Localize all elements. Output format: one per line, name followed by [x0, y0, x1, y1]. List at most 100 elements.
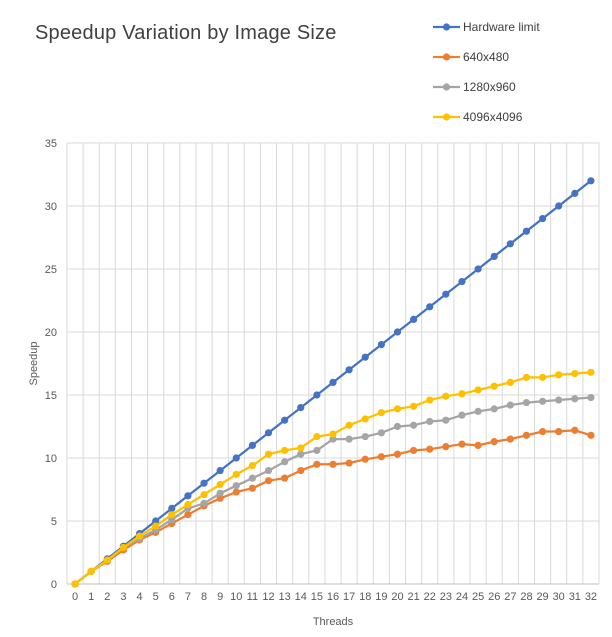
y-tick-label: 25	[45, 264, 57, 276]
x-tick-label: 27	[504, 591, 516, 603]
x-tick-label: 24	[456, 591, 468, 603]
data-point	[184, 501, 192, 509]
x-tick-label: 16	[327, 591, 339, 603]
data-point	[184, 492, 192, 500]
data-point	[168, 504, 176, 512]
data-point	[506, 435, 514, 443]
data-point	[200, 490, 208, 499]
data-point	[490, 405, 498, 413]
x-tick-label: 1	[88, 591, 94, 603]
data-point	[538, 397, 547, 405]
x-tick-label: 29	[536, 591, 548, 603]
data-point	[587, 393, 595, 402]
data-point	[458, 440, 466, 448]
x-tick-label: 11	[247, 591, 258, 603]
data-point	[248, 461, 256, 470]
data-point	[297, 450, 305, 458]
data-point	[264, 429, 273, 437]
data-point	[103, 556, 111, 564]
data-point	[313, 432, 321, 441]
data-point	[361, 415, 369, 423]
x-tick-label: 6	[169, 591, 175, 603]
x-tick-label: 4	[136, 591, 142, 603]
x-tick-label: 15	[311, 591, 323, 603]
chart-title: Speedup Variation by Image Size	[35, 22, 337, 44]
data-point	[458, 390, 466, 398]
data-point	[587, 177, 595, 185]
legend-label: 1280x960	[463, 80, 516, 94]
data-point	[393, 405, 402, 413]
data-point	[522, 398, 531, 407]
data-point	[345, 459, 353, 467]
y-tick-label: 15	[45, 390, 57, 402]
series-line	[74, 396, 591, 585]
data-point	[426, 417, 434, 426]
data-point	[393, 450, 402, 458]
data-point	[216, 480, 224, 489]
series-4096x4096	[71, 368, 595, 588]
data-point	[281, 458, 289, 466]
data-point	[345, 366, 353, 374]
data-point	[410, 402, 418, 410]
data-point	[313, 460, 321, 468]
x-tick-label: 0	[72, 591, 78, 603]
data-point	[587, 431, 595, 439]
x-tick-label: 25	[472, 591, 484, 603]
data-point	[555, 396, 563, 404]
data-point	[152, 517, 160, 525]
data-point	[264, 477, 273, 485]
series-hardware-limit	[71, 177, 595, 588]
data-point	[184, 511, 192, 519]
data-point	[393, 422, 402, 431]
x-tick-label: 2	[104, 591, 110, 603]
data-point	[71, 580, 79, 588]
data-point	[200, 499, 208, 507]
legend-item: 640x480	[433, 50, 509, 64]
data-point	[232, 454, 240, 462]
x-tick-label: 22	[424, 591, 436, 603]
legend-label: 640x480	[463, 50, 509, 64]
data-point	[490, 382, 498, 390]
data-point	[361, 353, 369, 361]
x-tick-label: 5	[153, 591, 159, 603]
data-point	[410, 446, 418, 455]
data-point	[313, 391, 321, 399]
x-tick-label: 20	[391, 591, 403, 603]
data-point	[345, 435, 353, 443]
data-point	[248, 484, 256, 492]
x-tick-label: 9	[217, 591, 223, 603]
x-tick-label: 14	[295, 591, 307, 603]
data-point	[216, 494, 224, 502]
data-point	[168, 516, 176, 524]
series-line	[74, 429, 592, 585]
data-point	[538, 427, 547, 436]
data-point	[538, 373, 547, 381]
data-point	[313, 446, 321, 455]
data-point	[297, 444, 305, 452]
data-point	[377, 429, 385, 437]
data-point	[393, 328, 402, 336]
legend-label: Hardware limit	[463, 20, 540, 34]
data-point	[216, 489, 224, 497]
x-tick-label: 21	[407, 591, 419, 603]
x-tick-label: 13	[279, 591, 291, 603]
y-tick-label: 0	[51, 579, 57, 591]
x-tick-label: 18	[359, 591, 371, 603]
data-point	[361, 455, 369, 463]
x-tick-label: 17	[343, 591, 355, 603]
data-point	[410, 421, 418, 429]
x-tick-label: 12	[262, 591, 274, 603]
data-point	[426, 303, 434, 311]
data-point	[200, 479, 208, 487]
data-point	[522, 373, 531, 381]
x-tick-label: 28	[520, 591, 532, 603]
data-point	[506, 401, 514, 409]
y-tick-label: 5	[51, 516, 57, 528]
data-point	[248, 474, 256, 482]
series-1280x960	[71, 393, 595, 588]
legend-item: 1280x960	[433, 80, 516, 94]
gridlines	[66, 142, 600, 585]
